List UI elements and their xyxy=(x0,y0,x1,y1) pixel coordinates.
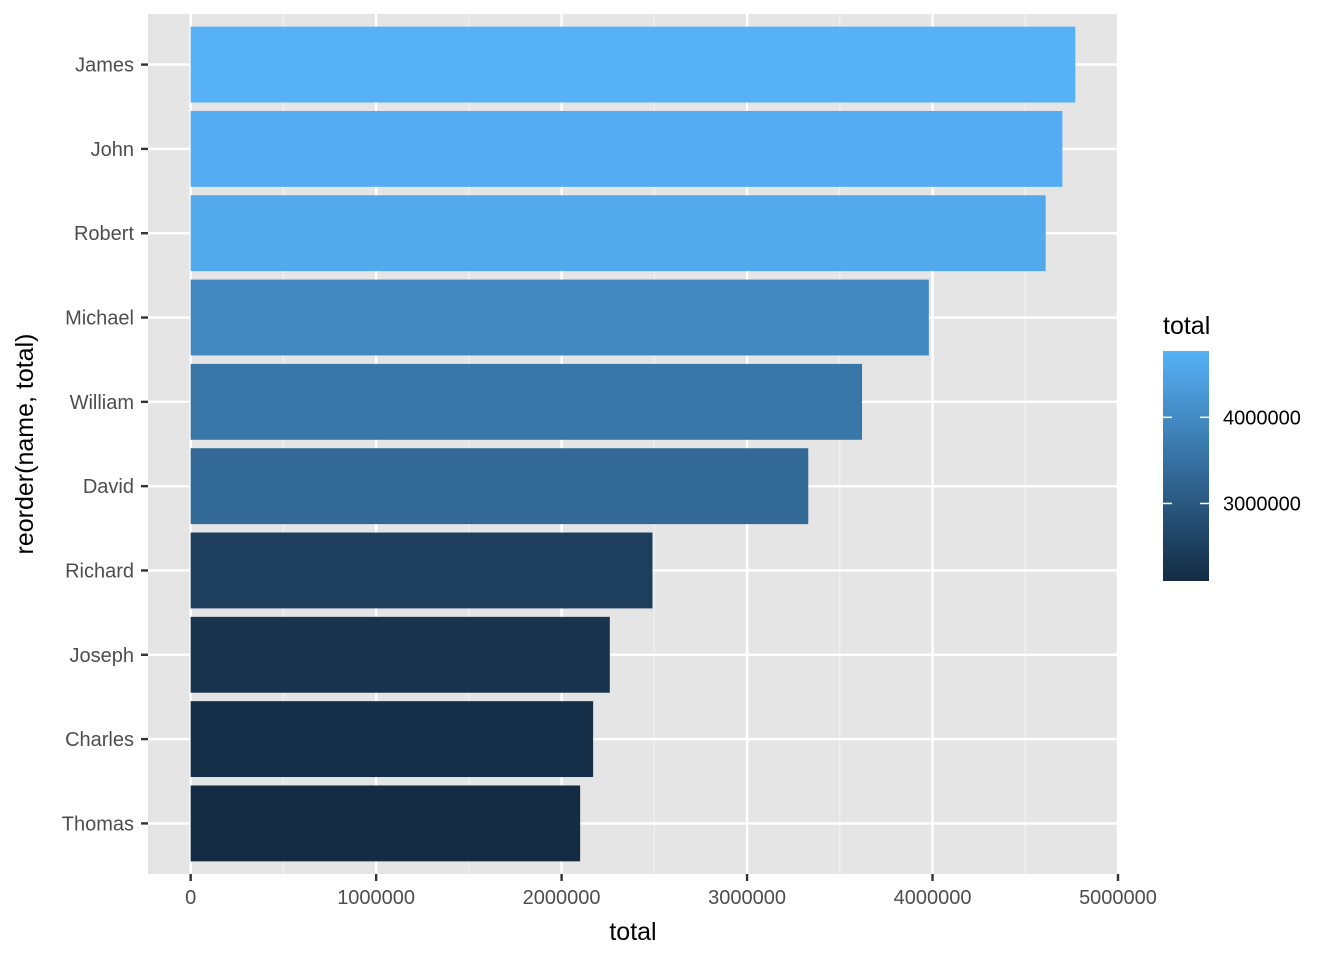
legend: total 3000000 4000000 xyxy=(1163,312,1301,581)
y-tick-label: William xyxy=(70,392,134,414)
x-axis: 0 1000000 2000000 3000000 4000000 5000000 xyxy=(185,874,1157,909)
y-tick-label: Michael xyxy=(65,308,134,330)
y-axis-title: reorder(name, total) xyxy=(11,334,39,555)
legend-tick-label: 4000000 xyxy=(1223,407,1301,429)
y-tick-label: John xyxy=(91,139,134,161)
legend-tick-label: 3000000 xyxy=(1223,493,1301,515)
legend-ticks: 3000000 4000000 xyxy=(1163,407,1301,515)
bar-william xyxy=(190,363,863,440)
x-tick-label: 2000000 xyxy=(523,887,601,909)
y-tick-label: David xyxy=(83,476,134,498)
y-tick-label: Robert xyxy=(74,223,134,245)
bar-john xyxy=(190,110,1063,187)
x-tick-label: 0 xyxy=(185,887,196,909)
bar-thomas xyxy=(190,785,581,862)
bar-robert xyxy=(190,195,1046,272)
x-tick-label: 4000000 xyxy=(894,887,972,909)
bar-james xyxy=(190,26,1076,103)
bar-joseph xyxy=(190,616,610,693)
x-tick-label: 5000000 xyxy=(1079,887,1157,909)
x-tick-label: 3000000 xyxy=(708,887,786,909)
bar-richard xyxy=(190,532,653,609)
bar-david xyxy=(190,448,809,525)
bars xyxy=(190,26,1076,862)
x-tick-label: 1000000 xyxy=(337,887,415,909)
colorbar xyxy=(1163,351,1209,581)
y-tick-label: Thomas xyxy=(62,813,134,835)
y-tick-label: Richard xyxy=(65,560,134,582)
y-tick-label: James xyxy=(75,55,134,77)
bar-michael xyxy=(190,279,929,356)
legend-title: total xyxy=(1163,312,1210,340)
bar-charles xyxy=(190,701,594,778)
y-tick-label: Charles xyxy=(65,729,134,751)
y-tick-label: Joseph xyxy=(70,645,135,667)
y-axis: James John Robert Michael William David Richar… xyxy=(62,55,148,835)
x-axis-title: total xyxy=(609,918,656,946)
